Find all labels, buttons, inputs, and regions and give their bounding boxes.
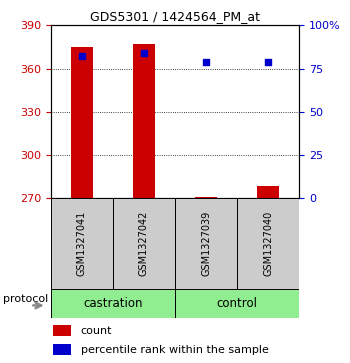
Bar [133,44,155,198]
Point [141,50,147,56]
Text: GSM1327040: GSM1327040 [263,211,273,276]
Bar [113,198,175,289]
Bar [257,186,279,198]
Bar [53,325,71,336]
Text: protocol: protocol [2,294,48,304]
Bar [51,289,175,318]
Bar [195,197,217,198]
Point [79,53,85,59]
Text: GSM1327039: GSM1327039 [201,211,211,276]
Text: GSM1327042: GSM1327042 [139,211,149,276]
Point [203,59,209,65]
Bar [53,344,71,355]
Bar [175,289,299,318]
Bar [71,47,93,198]
Title: GDS5301 / 1424564_PM_at: GDS5301 / 1424564_PM_at [90,10,260,23]
Text: count: count [80,326,112,336]
Point [265,59,271,65]
Text: control: control [217,297,258,310]
Bar [237,198,299,289]
Text: percentile rank within the sample: percentile rank within the sample [80,345,268,355]
Text: castration: castration [83,297,143,310]
Bar [51,198,113,289]
Bar [175,198,237,289]
Text: GSM1327041: GSM1327041 [77,211,87,276]
